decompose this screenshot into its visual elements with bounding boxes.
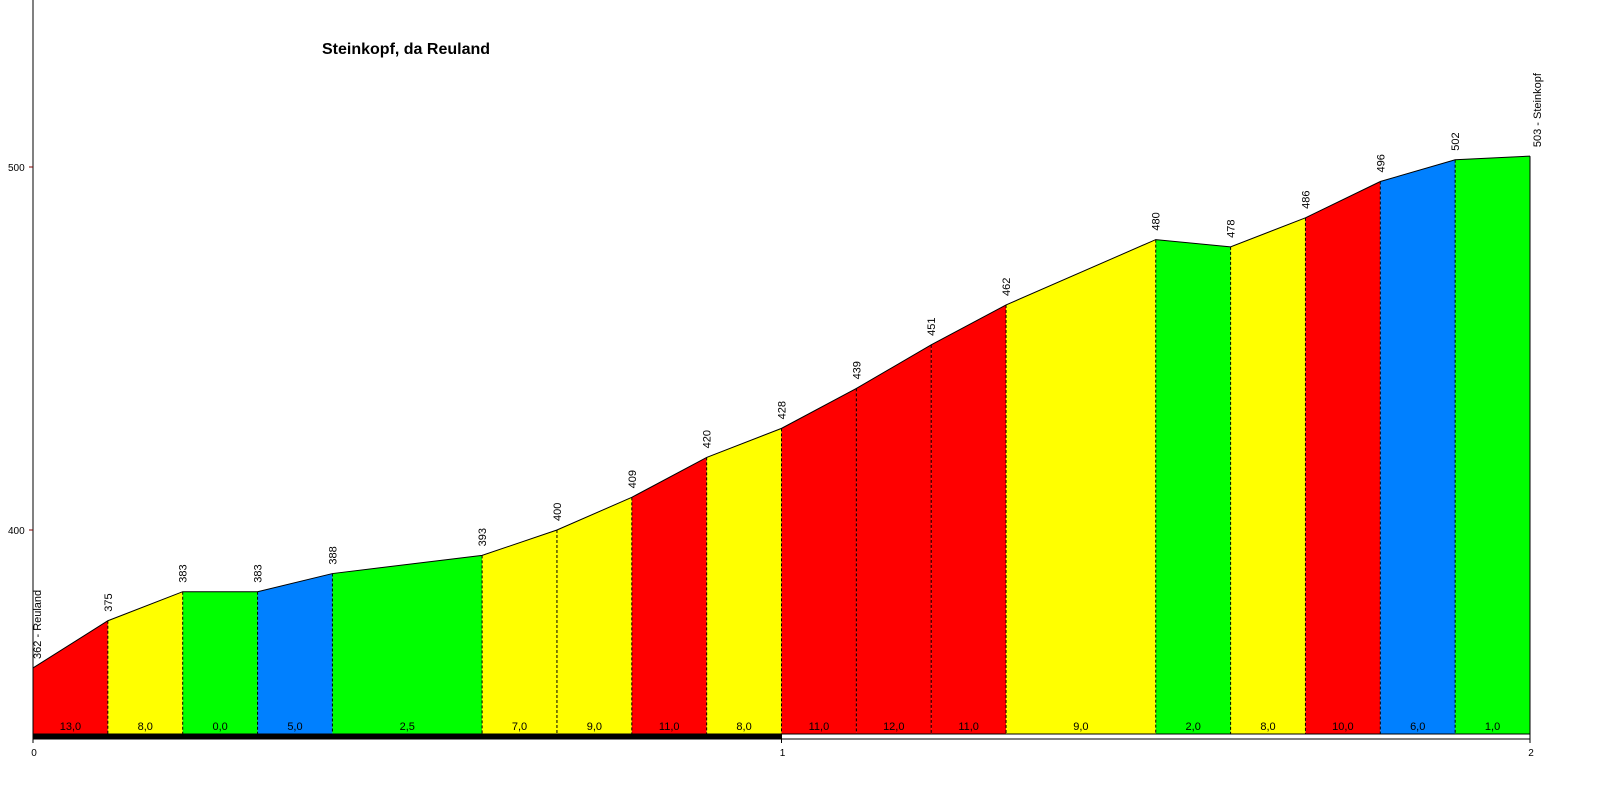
elevation-label: 503 - Steinkopf (1532, 72, 1544, 147)
gradient-label: 1,0 (1485, 721, 1500, 733)
dividers-layer (107, 159, 1456, 734)
km-bar-white (781, 733, 1531, 740)
gradient-label: 6,0 (1410, 721, 1425, 733)
x-tick-label: 1 (780, 748, 786, 759)
y-tick-label: 500 (8, 163, 25, 174)
outline-layer (32, 155, 1531, 734)
segment-12 (931, 304, 1007, 734)
gradient-label: 2,5 (400, 721, 415, 733)
gradient-label: 11,0 (659, 721, 680, 733)
x-tick-label: 2 (1528, 748, 1534, 759)
elevation-labels: 362 - Reuland 375 383 383 388 393 400 409 420 428… (32, 72, 1544, 659)
gradient-label: 8,0 (1260, 721, 1275, 733)
elevation-label: 486 (1300, 190, 1312, 208)
elevation-label: 502 (1450, 132, 1462, 150)
elevation-label: 362 - Reuland (32, 590, 44, 659)
segment-2 (107, 591, 183, 734)
elevation-label: 393 (477, 528, 489, 546)
segment-6 (482, 530, 557, 734)
segment-8 (631, 457, 707, 734)
segment-10 (781, 388, 857, 734)
gradient-label: 5,0 (287, 721, 302, 733)
gradient-label: 11,0 (809, 721, 830, 733)
gradient-label: 12,0 (883, 721, 904, 733)
segment-1 (33, 620, 108, 734)
elevation-label: 451 (926, 318, 938, 336)
gradient-label: 9,0 (1073, 721, 1088, 733)
gradient-label: 11,0 (958, 721, 979, 733)
elevation-label: 383 (253, 564, 265, 582)
segment-16 (1305, 181, 1381, 734)
km-bar-black (32, 733, 782, 740)
gradient-label: 2,0 (1186, 721, 1201, 733)
elevation-label: 409 (627, 470, 639, 488)
elevation-label: 400 (552, 503, 564, 521)
y-ticks: 400 500 (8, 163, 33, 537)
elevation-label: 478 (1226, 220, 1238, 238)
segment-5 (332, 555, 483, 734)
x-tick-label: 0 (31, 748, 37, 759)
segment-3 (182, 591, 258, 734)
segment-13 (1006, 239, 1156, 734)
segment-7 (556, 497, 632, 734)
segment-9 (706, 428, 782, 734)
profile-line (32, 155, 1531, 669)
elevation-label: 420 (702, 430, 714, 448)
gradient-label: 8,0 (736, 721, 751, 733)
elevation-label: 480 (1151, 212, 1163, 230)
elevation-label: 439 (851, 361, 863, 379)
elevation-label: 496 (1375, 154, 1387, 172)
segment-11 (856, 344, 932, 734)
y-tick-label: 400 (8, 526, 25, 537)
elevation-label: 388 (327, 546, 339, 564)
elevation-label: 383 (178, 564, 190, 582)
gradient-label: 0,0 (212, 721, 227, 733)
gradient-labels: 13,0 8,0 0,0 5,0 2,5 7,0 9,0 11,0 8,0 11,0 12,0 11,… (60, 721, 1501, 733)
elevation-label: 375 (103, 593, 115, 611)
segment-17 (1380, 159, 1456, 735)
chart-title: Steinkopf, da Reuland (322, 41, 490, 58)
segment-14 (1155, 239, 1231, 734)
segments-layer (33, 156, 1530, 735)
distance-bar (32, 733, 1531, 740)
segment-18 (1455, 156, 1530, 735)
elevation-label: 462 (1001, 278, 1013, 296)
segment-4 (257, 573, 333, 734)
elevation-label: 428 (777, 401, 789, 419)
gradient-label: 9,0 (587, 721, 602, 733)
segment-15 (1230, 217, 1306, 734)
gradient-label: 10,0 (1332, 721, 1353, 733)
x-ticks: 0 1 2 (31, 739, 1534, 759)
gradient-label: 13,0 (60, 721, 81, 733)
gradient-label: 8,0 (138, 721, 153, 733)
gradient-label: 7,0 (512, 721, 527, 733)
